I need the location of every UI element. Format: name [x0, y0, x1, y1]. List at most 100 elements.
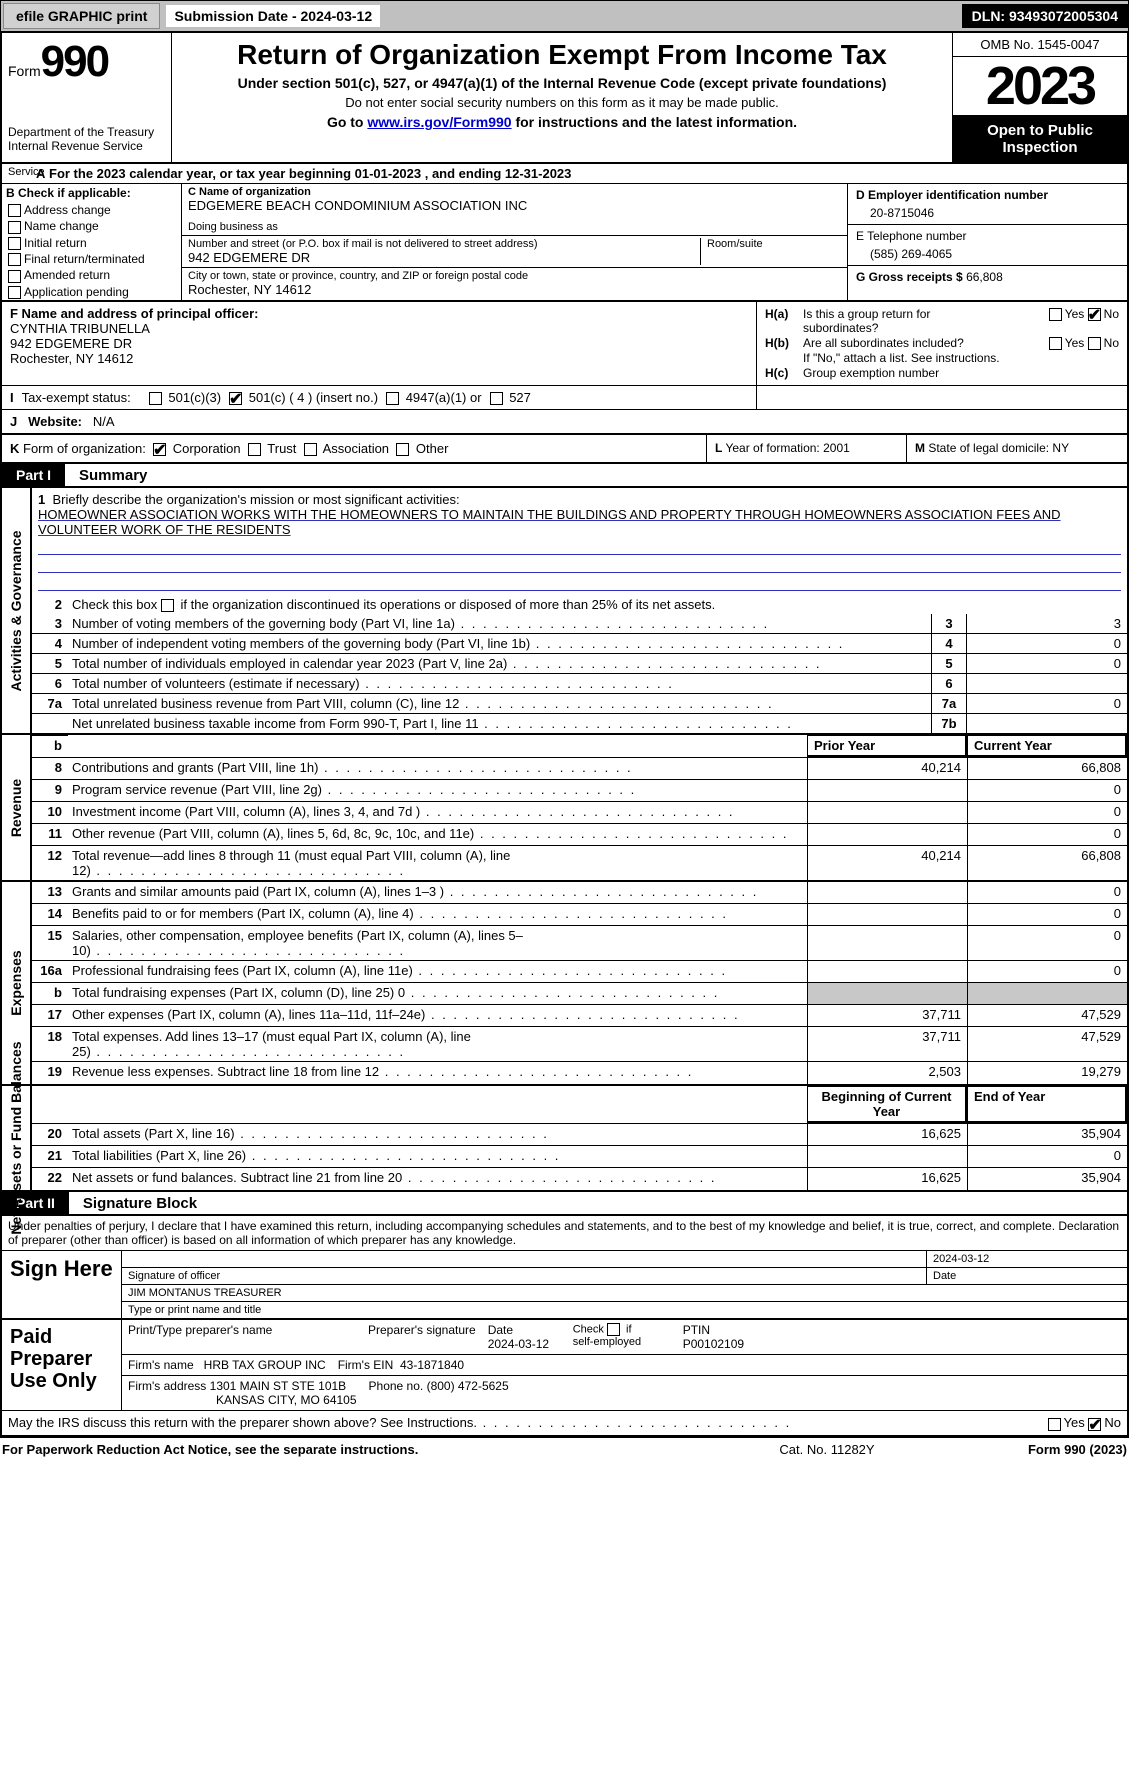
lbl-assoc: Association	[323, 441, 389, 456]
j-label: J	[10, 414, 17, 429]
row-8: 8Contributions and grants (Part VIII, li…	[32, 758, 1127, 780]
net-body: Beginning of Current Year End of Year 20…	[32, 1086, 1127, 1190]
cb-final-return[interactable]: Final return/terminated	[2, 251, 181, 267]
row-20: 20Total assets (Part X, line 16)16,62535…	[32, 1124, 1127, 1146]
lbl-other: Other	[416, 441, 449, 456]
cb-discontinued[interactable]	[161, 599, 174, 612]
l2-text: Check this box if the organization disco…	[68, 595, 1127, 614]
section-governance: Activities & Governance 1 Briefly descri…	[0, 488, 1129, 735]
officer-name-row: JIM MONTANUS TREASURER	[122, 1285, 1127, 1302]
cb-501c3[interactable]	[149, 392, 162, 405]
j-text: Website:	[28, 414, 82, 429]
gov-rows: 3Number of voting members of the governi…	[32, 614, 1127, 733]
city-value: Rochester, NY 14612	[188, 282, 841, 297]
j-val: N/A	[93, 414, 115, 429]
h-c: H(c) Group exemption number	[765, 366, 1119, 380]
sign-cells: 2024-03-12 Signature of officer Date JIM…	[122, 1251, 1127, 1318]
cb-527[interactable]	[490, 392, 503, 405]
lbl-corp: Corporation	[173, 441, 241, 456]
sig-date: 2024-03-12	[927, 1251, 1127, 1267]
prep-name-label: Print/Type preparer's name	[122, 1320, 362, 1354]
row-19: 19Revenue less expenses. Subtract line 1…	[32, 1062, 1127, 1084]
h-block: H(a) Is this a group return forsubordina…	[757, 302, 1127, 385]
row-18: 18Total expenses. Add lines 13–17 (must …	[32, 1027, 1127, 1062]
cb-trust[interactable]	[248, 443, 261, 456]
line-1: 1 Briefly describe the organization's mi…	[32, 488, 1127, 595]
hb-no-cb[interactable]	[1088, 337, 1101, 350]
header-left: Form990 Department of the Treasury Inter…	[2, 33, 172, 162]
ha-no-cb[interactable]	[1088, 308, 1101, 321]
omb-number: OMB No. 1545-0047	[953, 33, 1127, 57]
sign-here-row: Sign Here 2024-03-12 Signature of office…	[2, 1251, 1127, 1320]
lbl-501c3: 501(c)(3)	[168, 390, 221, 405]
col-current: Current Year	[967, 735, 1127, 757]
service-overlap: Service	[8, 166, 45, 178]
form-word: Form	[8, 63, 41, 79]
cb-corp[interactable]	[153, 443, 166, 456]
cb-other[interactable]	[396, 443, 409, 456]
cb-application-pending[interactable]: Application pending	[2, 284, 181, 300]
exp-rows: 13Grants and similar amounts paid (Part …	[32, 882, 1127, 1084]
dln-label: DLN:	[972, 8, 1009, 24]
footer: For Paperwork Reduction Act Notice, see …	[0, 1437, 1129, 1461]
cb-selfemp[interactable]	[607, 1323, 620, 1336]
firm-phone: Phone no. (800) 472-5625	[363, 1376, 603, 1410]
ha-text: Is this a group return forsubordinates?	[803, 307, 1043, 335]
hb-yes-cb[interactable]	[1049, 337, 1062, 350]
addr-label: Number and street (or P.O. box if mail i…	[188, 238, 700, 250]
lbl-527: 527	[509, 390, 531, 405]
efile-print-button[interactable]: efile GRAPHIC print	[3, 3, 160, 29]
ruled-line	[38, 537, 1121, 555]
cb-label: Final return/terminated	[24, 252, 145, 266]
goto-link[interactable]: www.irs.gov/Form990	[367, 114, 511, 130]
cb-discuss-yes[interactable]	[1048, 1418, 1061, 1431]
prep-selfemp: Check ifself-employed	[567, 1320, 677, 1354]
subdate-value: 2024-03-12	[301, 8, 373, 24]
cb-name-change[interactable]: Name change	[2, 218, 181, 234]
rev-body: b Prior Year Current Year 8Contributions…	[32, 735, 1127, 880]
prep-ptin: PTINP00102109	[677, 1320, 807, 1354]
cb-amended-return[interactable]: Amended return	[2, 267, 181, 283]
paid-cells: Print/Type preparer's name Preparer's si…	[122, 1320, 1127, 1410]
row-k: K Form of organization: Corporation Trus…	[0, 435, 1129, 464]
dln: DLN: 93493072005304	[962, 4, 1128, 28]
ha-label: H(a)	[765, 307, 803, 321]
sign-here-label: Sign Here	[2, 1251, 122, 1318]
k-label: K	[10, 441, 19, 456]
submission-date: Submission Date - 2024-03-12	[166, 5, 380, 27]
part-i-title: Summary	[65, 467, 147, 484]
officer-name: JIM MONTANUS TREASURER	[122, 1285, 1127, 1301]
ha-checks: Yes No	[1049, 307, 1119, 321]
h-empty	[757, 386, 1127, 409]
part-i-header: Part I Summary	[0, 464, 1129, 488]
firm-name: Firm's name HRB TAX GROUP INC	[122, 1355, 332, 1375]
dln-value: 93493072005304	[1009, 8, 1118, 24]
block-f-to-j: F Name and address of principal officer:…	[0, 302, 1129, 435]
part-i-tag: Part I	[2, 464, 65, 486]
discuss-text: May the IRS discuss this return with the…	[8, 1415, 1048, 1430]
row-12: 12Total revenue—add lines 8 through 11 (…	[32, 846, 1127, 880]
tax-year: 2023	[953, 57, 1127, 116]
addr-value: 942 EDGEMERE DR	[188, 250, 700, 265]
cb-discuss-no[interactable]	[1088, 1418, 1101, 1431]
goto-line: Go to www.irs.gov/Form990 for instructio…	[180, 114, 944, 130]
cb-address-change[interactable]: Address change	[2, 202, 181, 218]
l-year: L Year of formation: 2001	[707, 435, 907, 462]
cb-label: Name change	[24, 219, 99, 233]
cb-initial-return[interactable]: Initial return	[2, 235, 181, 251]
cb-label: Initial return	[24, 236, 87, 250]
topbar: efile GRAPHIC print Submission Date - 20…	[0, 0, 1129, 32]
f-addr2: Rochester, NY 14612	[10, 351, 748, 366]
dba-label: Doing business as	[188, 221, 841, 233]
gov-row-7a: 7aTotal unrelated business revenue from …	[32, 694, 1127, 714]
side-netassets: Net Assets or Fund Balances	[2, 1086, 32, 1190]
hb-text: Are all subordinates included?	[803, 336, 1043, 350]
cb-4947[interactable]	[386, 392, 399, 405]
cb-assoc[interactable]	[304, 443, 317, 456]
gross-label: G Gross receipts $	[856, 270, 966, 284]
ha-yes-cb[interactable]	[1049, 308, 1062, 321]
cb-501c[interactable]	[229, 392, 242, 405]
dept-treasury: Department of the Treasury	[8, 125, 165, 139]
subtitle1: Under section 501(c), 527, or 4947(a)(1)…	[180, 75, 944, 91]
g-gross: G Gross receipts $ 66,808	[848, 266, 1127, 288]
